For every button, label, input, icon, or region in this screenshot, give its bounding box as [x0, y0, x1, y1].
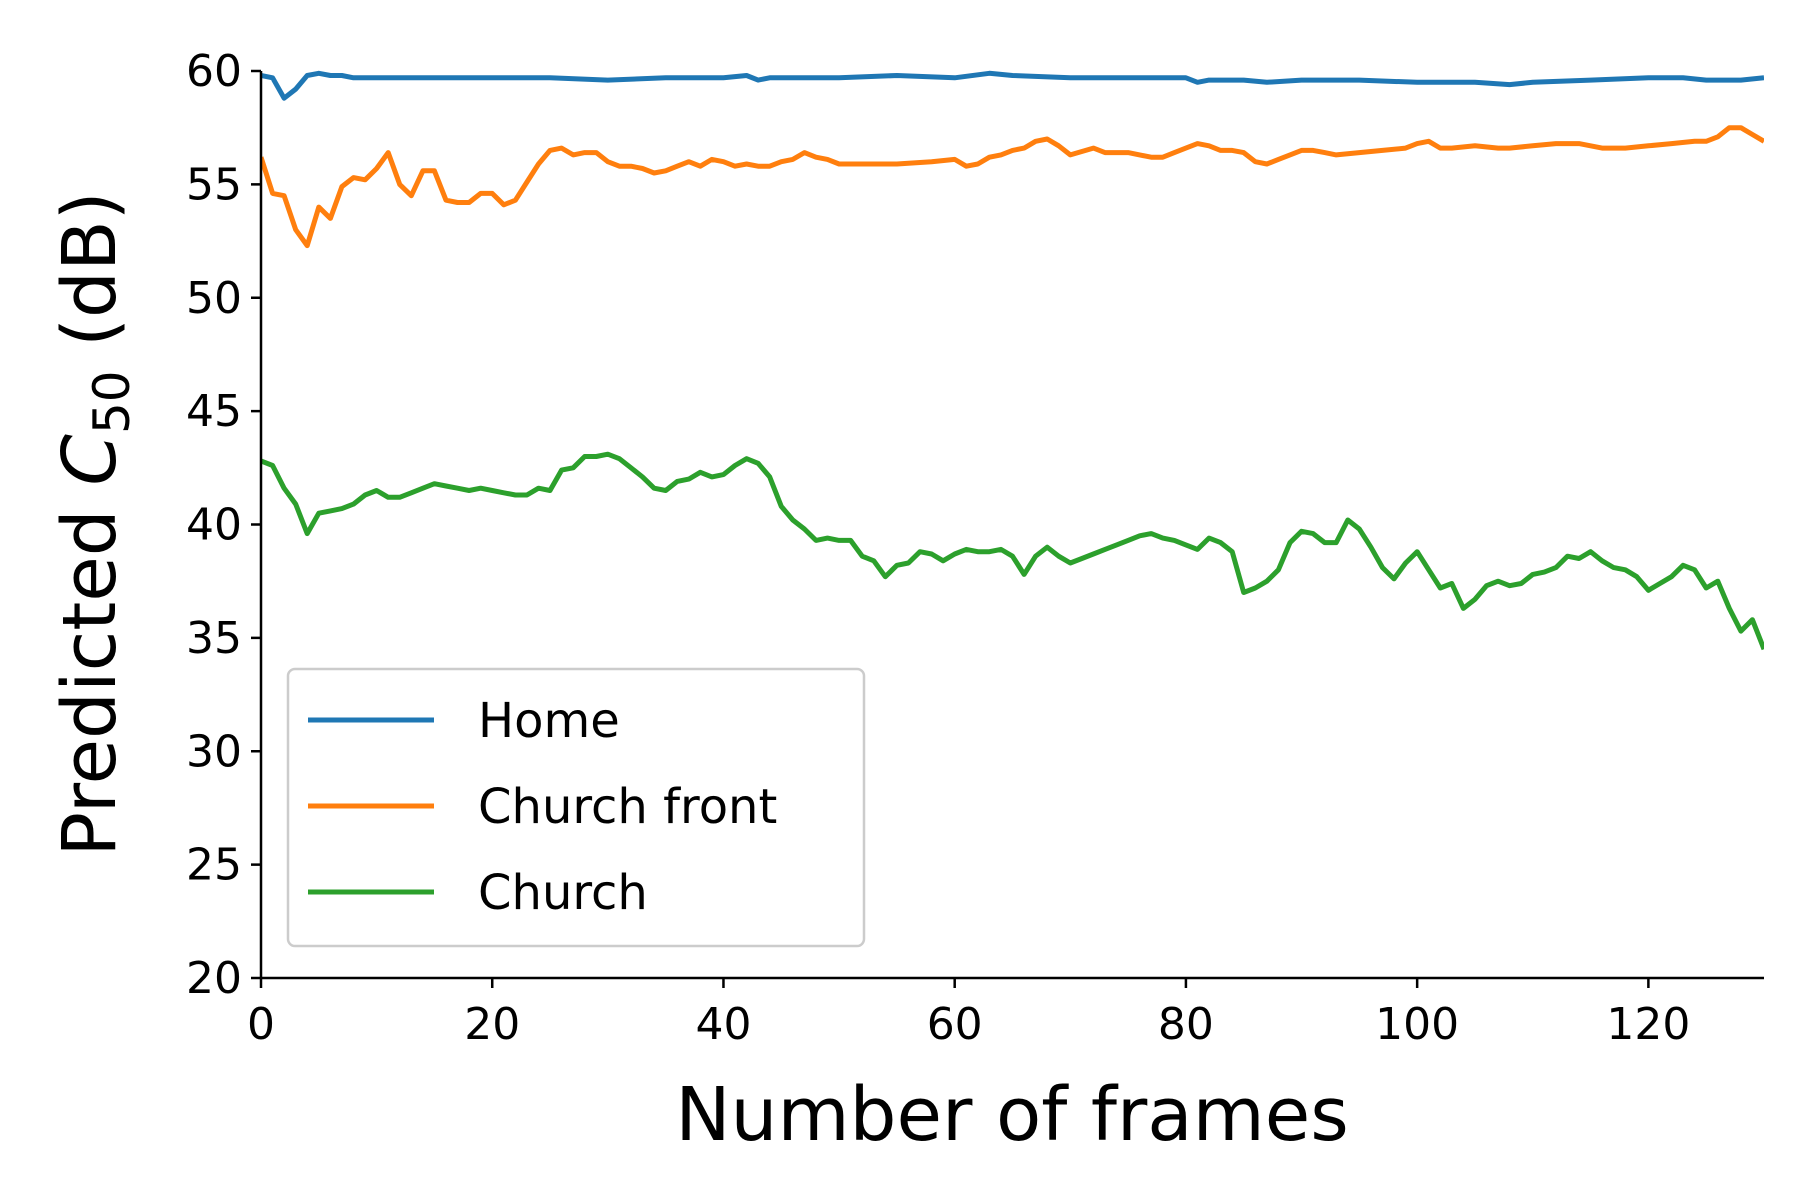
y-axis-ticks: 20 25 30 35 40 45 50 55 60: [186, 46, 261, 1004]
y-tick-label: 30: [186, 726, 242, 777]
y-tick-label: 40: [186, 500, 242, 551]
y-axis-title-symbol: C: [47, 434, 133, 486]
y-tick-label: 25: [186, 840, 242, 891]
y-axis-title-suffix: (dB): [47, 191, 133, 370]
y-tick-label: 45: [186, 386, 242, 437]
y-tick-label: 60: [186, 46, 242, 97]
legend-label: Home: [478, 693, 620, 749]
series-line-church: [261, 451, 1764, 651]
legend: Home Church front Church: [286, 667, 866, 948]
series-layer: [261, 70, 1764, 651]
x-tick-label: 40: [695, 999, 751, 1050]
legend-items: Home Church front Church: [308, 693, 777, 921]
series-line-church-front: [261, 125, 1764, 249]
y-axis-title-subscript: 50: [83, 370, 141, 434]
x-tick-label: 80: [1158, 999, 1214, 1050]
series-line-home: [261, 70, 1764, 101]
y-axis-title-prefix: Predicted: [47, 486, 133, 857]
x-tick-label: 0: [247, 999, 275, 1050]
y-axis-title: Predicted C50 (dB): [47, 191, 141, 856]
x-axis-title: Number of frames: [675, 1072, 1349, 1158]
y-tick-label: 20: [186, 953, 242, 1004]
x-tick-label: 100: [1375, 999, 1459, 1050]
legend-frame: [286, 667, 866, 948]
y-tick-label: 35: [186, 613, 242, 664]
y-tick-label: 50: [186, 273, 242, 324]
y-tick-label: 55: [186, 159, 242, 210]
legend-label: Church: [478, 865, 648, 921]
legend-label: Church front: [478, 779, 777, 835]
x-tick-label: 60: [927, 999, 983, 1050]
x-tick-label: 20: [464, 999, 520, 1050]
x-tick-label: 120: [1606, 999, 1690, 1050]
x-axis-ticks: 0 20 40 60 80 100 120: [247, 978, 1690, 1050]
